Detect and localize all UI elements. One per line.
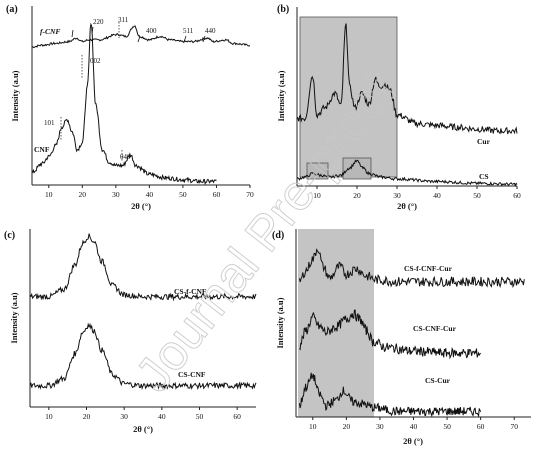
panel-b-highlight-region: [299, 16, 398, 178]
annotation-440: 440: [205, 27, 216, 35]
series-line-cs-cur: [298, 372, 482, 418]
x-tick-label: 30: [112, 190, 120, 199]
series-label-f-cnf: f-CNF: [40, 27, 60, 36]
series-line-cs: [296, 159, 518, 187]
panel-a: (a) 10 20 30 40 50 60 70 Intensity (a.u) 2θ (°…: [6, 4, 254, 211]
series-line-cur: [296, 23, 518, 135]
x-tick-label: 50: [443, 422, 451, 431]
x-tick-label: 10: [45, 190, 53, 199]
panel-d-ylabel: Intensity (a.u): [275, 297, 285, 348]
panel-d: (d) 10 20 30 40 50 60 70 Intensity (a.u) 2θ (°…: [272, 229, 531, 446]
x-tick-label: 10: [45, 412, 53, 421]
x-tick-label: 60: [477, 422, 485, 431]
x-tick-label: 60: [233, 412, 241, 421]
x-tick-label: 40: [158, 412, 166, 421]
annotation-511: 511: [183, 27, 194, 35]
x-tick-label: 40: [433, 191, 441, 200]
x-tick-label: 60: [513, 191, 521, 200]
x-tick-label: 50: [196, 412, 204, 421]
panel-b: (b) 10 20 30 40 50 60 Intensity (a.u) 2θ (°) …: [276, 4, 521, 211]
annotation-400: 400: [146, 27, 157, 35]
x-tick-label: 70: [510, 422, 518, 431]
x-tick-label: 10: [313, 191, 321, 200]
panel-b-highlight-small-2: [342, 157, 372, 180]
x-tick-label: 40: [146, 190, 154, 199]
x-tick-label: 60: [213, 190, 221, 199]
panel-c-xlabel: 2θ (°): [133, 424, 153, 434]
panel-a-label: (a): [6, 4, 18, 15]
annotation-220: 220: [93, 18, 104, 26]
series-label-cur: Cur: [477, 137, 491, 146]
panel-d-curves: [298, 248, 525, 418]
series-line-cs-cnf-cur: [299, 309, 481, 360]
panel-d-ticks: 10 20 30 40 50 60 70: [309, 417, 518, 431]
x-tick-label: 70: [246, 190, 254, 199]
panel-c-ylabel: Intensity (a.u): [9, 292, 19, 343]
series-label-cs-f-cnf-cur: CS-f-CNF-Cur: [404, 264, 453, 273]
series-line-cs-cnf: [29, 322, 257, 391]
series-label-cs-f-cnf: CS-f-CNF: [174, 287, 207, 296]
series-line-cs-f-cnf: [29, 233, 257, 302]
panel-b-ylabel: Intensity (a.u): [276, 70, 286, 121]
x-tick-label: 20: [343, 422, 351, 431]
series-label-cs-cur: CS-Cur: [425, 376, 451, 385]
annotation-101: 101: [44, 119, 55, 127]
series-line-cnf: [31, 22, 217, 186]
panel-b-highlight-small-1: [306, 162, 329, 180]
annotation-311: 311: [118, 16, 129, 24]
x-tick-label: 20: [79, 190, 87, 199]
annotation-040: 040: [120, 153, 131, 161]
x-tick-label: 50: [179, 190, 187, 199]
x-tick-label: 10: [309, 422, 317, 431]
panel-b-curves: [296, 23, 518, 187]
x-tick-label: 20: [353, 191, 361, 200]
panel-c-label: (c): [4, 230, 15, 241]
panel-a-curves: [31, 22, 251, 186]
panel-c-curves: [29, 233, 257, 391]
panel-c: (c) 10 20 30 40 50 60 Intensity (a.u) 2θ (°) …: [4, 229, 257, 434]
series-label-cs: CS: [479, 172, 489, 181]
x-tick-label: 20: [83, 412, 91, 421]
x-tick-label: 50: [473, 191, 481, 200]
series-line-cs-f-cnf-cur: [298, 248, 525, 289]
panel-b-xlabel: 2θ (°): [397, 201, 417, 211]
panel-a-ticks: 10 20 30 40 50 60 70: [45, 185, 254, 199]
panel-c-ticks: 10 20 30 40 50 60: [45, 407, 241, 421]
x-tick-label: 40: [410, 422, 418, 431]
series-label-cnf: CNF: [34, 145, 50, 154]
panel-b-label: (b): [277, 4, 289, 15]
series-line-f-cnf: [31, 25, 251, 49]
annotation-002: 002: [90, 57, 101, 65]
series-label-cs-cnf-cur: CS-CNF-Cur: [413, 324, 457, 333]
panel-a-peak-guides: [60, 22, 123, 162]
x-tick-label: 30: [393, 191, 401, 200]
panel-a-ylabel: Intensity (a.u): [10, 70, 20, 121]
panel-d-label: (d): [272, 230, 284, 241]
panel-a-xlabel: 2θ (°): [131, 201, 151, 211]
x-tick-label: 30: [376, 422, 384, 431]
panel-b-ticks: 10 20 30 40 50 60: [313, 186, 521, 200]
panel-d-xlabel: 2θ (°): [403, 436, 423, 446]
series-label-cs-cnf: CS-CNF: [178, 370, 206, 379]
x-tick-label: 30: [120, 412, 128, 421]
panel-a-arrows: [71, 26, 206, 43]
